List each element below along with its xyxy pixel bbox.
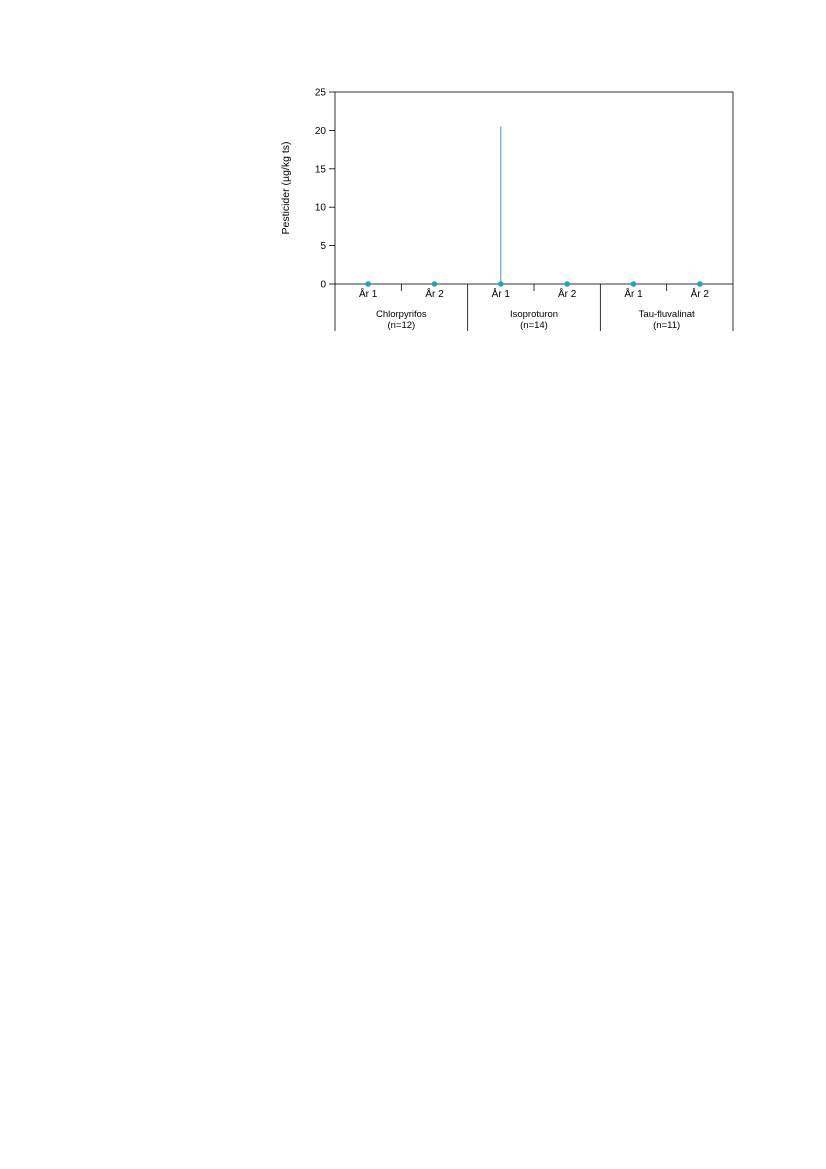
group-labels: Chlorpyrifos(n=12) Isoproturon(n=14) Tau-f… [376, 284, 695, 331]
x-tick-label: År 1 [359, 287, 378, 300]
x-tick-label: År 1 [492, 287, 511, 300]
y-tick-label: 15 [315, 164, 327, 175]
y-tick-label: 5 [320, 241, 326, 252]
group-name-label: Chlorpyrifos [376, 309, 427, 320]
data-point [498, 281, 504, 287]
x-tick-label: År 2 [425, 287, 444, 300]
data-point [365, 281, 371, 287]
group-name-label: Isoproturon [510, 309, 558, 320]
y-tick-label: 0 [320, 280, 326, 291]
x-tick-label: År 2 [558, 287, 577, 300]
y-axis-ticks: 0 5 10 15 20 25 [315, 88, 335, 291]
y-tick-label: 20 [315, 126, 327, 137]
x-tick-label: År 2 [691, 287, 710, 300]
y-axis-title: Pesticider (µg/kg ts) [280, 142, 292, 235]
y-tick-label: 10 [315, 203, 327, 214]
group-n-label: (n=14) [520, 320, 548, 331]
y-tick-label: 25 [315, 88, 327, 99]
data-points [365, 281, 703, 287]
data-point [630, 281, 637, 287]
plot-frame [334, 91, 734, 285]
x-tick-label: År 1 [624, 287, 643, 300]
data-point [564, 281, 570, 287]
group-n-label: (n=12) [387, 320, 415, 331]
data-point [431, 281, 438, 287]
data-point [697, 281, 703, 287]
x-axis-ticks: År 1 År 2 År 1 År 2 År 1 År 2 [359, 284, 709, 300]
group-n-label: (n=11) [653, 320, 680, 331]
group-name-label: Tau-fluvalinat [639, 309, 695, 320]
